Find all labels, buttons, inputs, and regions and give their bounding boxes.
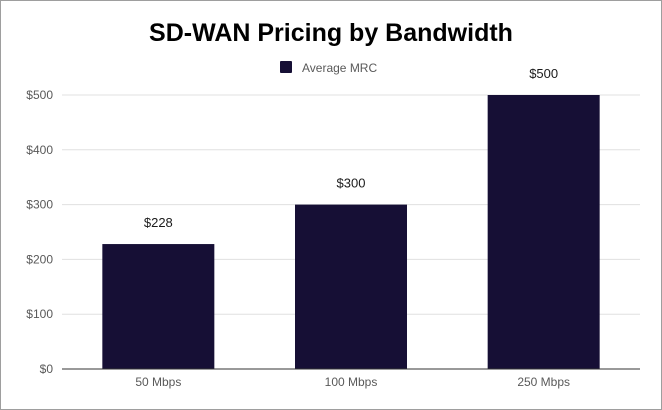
y-tick-label: $0 — [40, 362, 54, 376]
legend-label: Average MRC — [302, 61, 377, 75]
y-tick-label: $100 — [26, 307, 53, 321]
data-label: $300 — [337, 176, 366, 191]
bar — [102, 244, 215, 369]
y-tick-label: $300 — [26, 198, 53, 212]
bar — [487, 95, 600, 369]
x-tick-label: 50 Mbps — [135, 375, 181, 389]
y-tick-label: $500 — [26, 88, 53, 102]
legend-swatch — [280, 61, 292, 73]
y-tick-label: $200 — [26, 252, 53, 266]
y-tick-label: $400 — [26, 143, 53, 157]
x-tick-label: 250 Mbps — [517, 375, 570, 389]
data-label: $228 — [144, 215, 173, 230]
data-label: $500 — [529, 66, 558, 81]
bar — [295, 204, 407, 369]
chart-title: SD-WAN Pricing by Bandwidth — [149, 19, 513, 47]
x-tick-label: 100 Mbps — [325, 375, 378, 389]
